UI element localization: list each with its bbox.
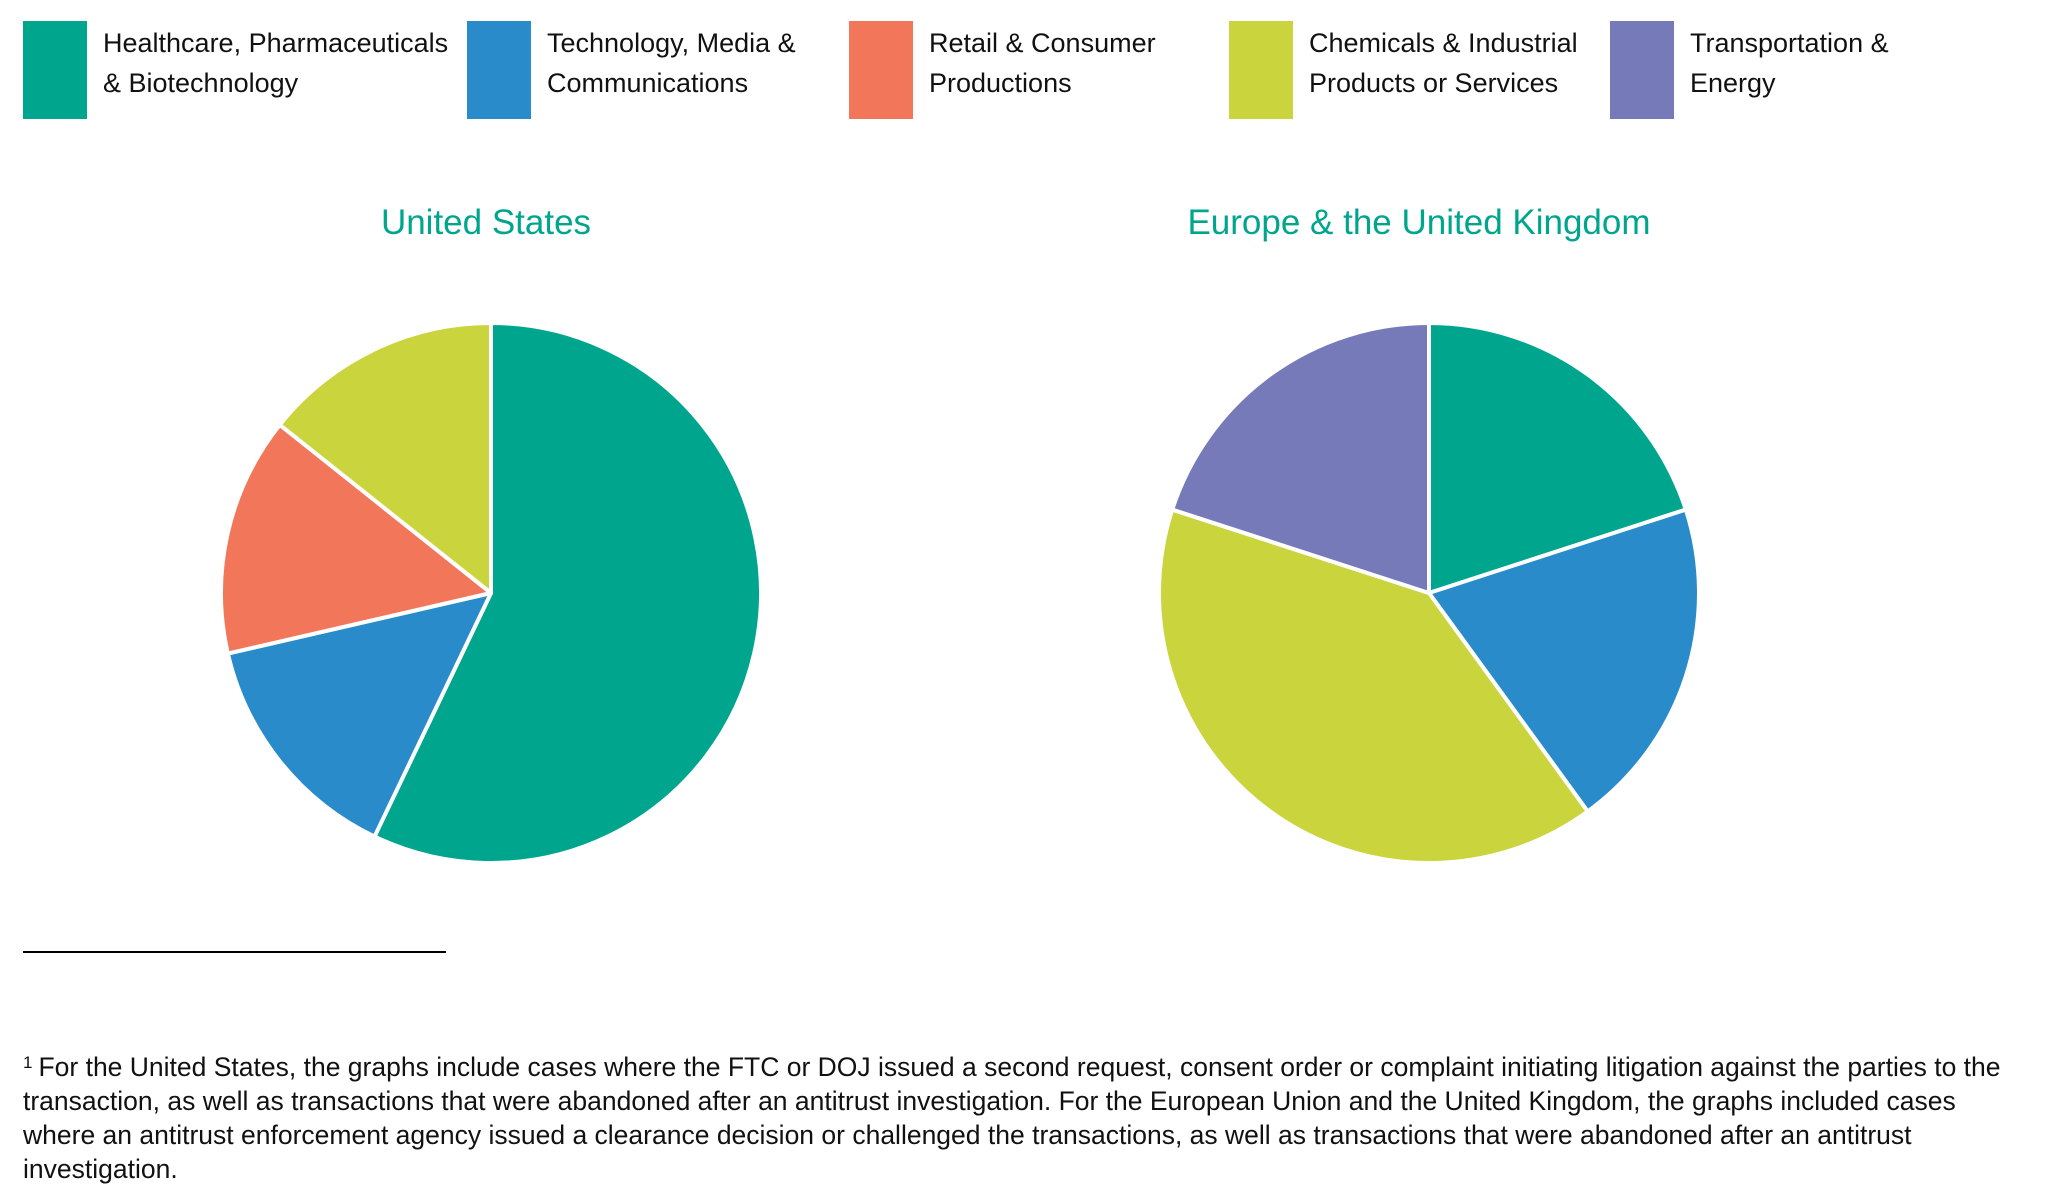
- legend-label: Energy: [1690, 68, 1776, 98]
- footnote-text: For the United States, the graphs includ…: [23, 1052, 2001, 1184]
- legend-swatch-transportation: [1610, 21, 1674, 119]
- footnote: 1 For the United States, the graphs inclu…: [23, 1050, 2033, 1186]
- legend-label: Chemicals & Industrial: [1309, 28, 1578, 58]
- pie-slice: [1157, 507, 1590, 865]
- legend-label: Technology, Media &: [547, 28, 796, 58]
- legend-swatch-retail: [849, 21, 913, 119]
- legend-swatch-chemicals: [1229, 21, 1293, 119]
- legend-label: Products or Services: [1309, 68, 1559, 98]
- pie-slice: [225, 591, 493, 839]
- legend-swatch-healthcare: [23, 21, 87, 119]
- pie-slice: [1427, 321, 1688, 595]
- footnote-divider: [23, 951, 446, 953]
- us-pie-chart: [219, 321, 763, 865]
- legend-label: Healthcare, Pharmaceuticals: [103, 28, 449, 58]
- pie-slice: [277, 321, 493, 595]
- legend-label: Retail & Consumer: [929, 28, 1156, 58]
- legend-label: Transportation &: [1690, 28, 1889, 58]
- legend-label: & Biotechnology: [103, 68, 299, 98]
- us-chart-title: United States: [380, 203, 592, 242]
- pie-slice: [1170, 321, 1431, 595]
- pie-slice: [372, 321, 763, 865]
- pie-slice: [1427, 507, 1701, 814]
- legend-label: Communications: [547, 68, 749, 98]
- footnote-marker: 1: [23, 1053, 33, 1072]
- eu-pie-chart: [1157, 321, 1701, 865]
- eu-chart-title: Europe & the United Kingdom: [1187, 203, 1651, 242]
- pie-slice: [219, 422, 493, 656]
- legend-swatch-technology: [467, 21, 531, 119]
- legend-label: Productions: [929, 68, 1072, 98]
